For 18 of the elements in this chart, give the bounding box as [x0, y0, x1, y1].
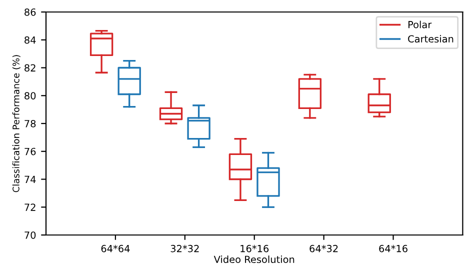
y-tick-label: 82 — [24, 64, 36, 72]
y-tick-label: 72 — [24, 204, 36, 211]
x-axis-title: Video Resolution — [214, 256, 294, 264]
y-tick-label: 74 — [24, 176, 36, 183]
y-tick-label: 86 — [24, 8, 36, 16]
y-tick-label: 76 — [24, 148, 36, 156]
x-tick-label: 64*32 — [310, 244, 338, 252]
legend-label: Cartesian — [408, 35, 454, 43]
y-tick-label: 84 — [24, 36, 36, 44]
legend-label: Polar — [408, 20, 432, 28]
x-tick-label: 64*16 — [379, 244, 408, 252]
x-tick-label: 32*32 — [170, 244, 199, 252]
y-tick-label: 70 — [24, 231, 36, 239]
y-axis-title: Classification Performance (%) — [12, 55, 20, 192]
x-tick-label: 16*16 — [240, 244, 269, 252]
y-tick-label: 78 — [24, 120, 36, 128]
y-tick-label: 80 — [24, 92, 36, 100]
x-tick-label: 64*64 — [101, 244, 130, 252]
